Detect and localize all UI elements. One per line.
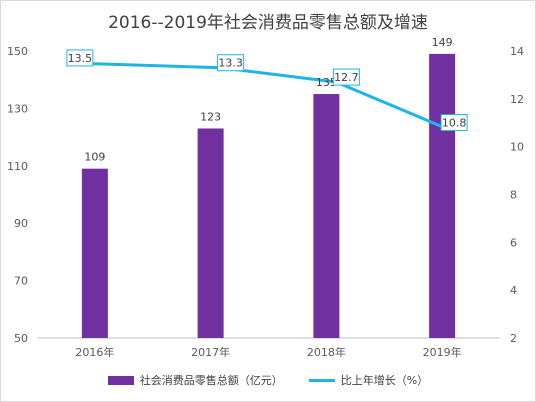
line-label-text: 10.8 xyxy=(442,117,467,130)
legend-line-swatch xyxy=(308,378,335,382)
y2-tick-label: 10 xyxy=(510,141,524,154)
line-value-label: 13.3 xyxy=(217,54,245,72)
line-label-text: 12.7 xyxy=(334,71,359,84)
chart-axes: 50 70 90 110 130 150 2 4 6 8 10 12 14 2016年 2017年 2018年… xyxy=(7,45,524,359)
bar-value-label: 149 xyxy=(432,36,453,49)
line-value-label: 13.5 xyxy=(66,49,94,67)
bar-value-label: 109 xyxy=(84,151,105,164)
x-tick-label: 2018年 xyxy=(307,345,346,359)
y-tick-label: 70 xyxy=(14,275,28,288)
line-label-box xyxy=(66,49,94,67)
x-tick-label: 2017年 xyxy=(191,345,230,359)
y2-tick-label: 6 xyxy=(510,236,517,249)
y2-tick-label: 14 xyxy=(510,45,524,58)
y2-tick-label: 4 xyxy=(510,284,517,297)
legend-label-growth: 比上年增长（%） xyxy=(340,374,429,387)
y-tick-label: 150 xyxy=(7,45,28,58)
legend-item-sales: 社会消费品零售总额（亿元） xyxy=(107,372,283,388)
y2-tick-label: 2 xyxy=(510,332,517,345)
bar-value-label: 123 xyxy=(200,110,221,123)
bar xyxy=(197,128,224,338)
legend-item-growth: 比上年增长（%） xyxy=(308,372,429,388)
legend-bar-swatch xyxy=(107,375,134,385)
legend: 社会消费品零售总额（亿元） 比上年增长（%） xyxy=(0,372,536,388)
bar xyxy=(313,94,340,338)
legend-label-sales: 社会消费品零售总额（亿元） xyxy=(139,374,283,387)
y-tick-label: 90 xyxy=(14,217,28,230)
x-tick-label: 2019年 xyxy=(423,345,462,359)
line-label-box xyxy=(332,68,360,86)
bar-value-label: 135 xyxy=(316,76,337,89)
y-tick-label: 130 xyxy=(7,102,28,115)
y-tick-label: 110 xyxy=(7,160,28,173)
growth-line xyxy=(68,61,446,130)
line-series xyxy=(68,61,446,130)
data-labels: 109 123 135 149 13.5 13.3 12.7 10.8 xyxy=(66,36,468,164)
bar-series xyxy=(81,53,456,339)
bar xyxy=(429,53,456,339)
bar xyxy=(81,168,108,338)
y2-tick-label: 8 xyxy=(510,189,517,202)
x-tick-label: 2016年 xyxy=(75,345,114,359)
line-value-label: 12.7 xyxy=(332,68,360,86)
y2-tick-label: 12 xyxy=(510,93,524,106)
y-tick-label: 50 xyxy=(14,332,28,345)
chart-title: 2016--2019年社会消费品零售总额及增速 xyxy=(108,13,428,33)
line-label-text: 13.5 xyxy=(68,52,93,65)
line-value-label: 10.8 xyxy=(440,114,468,132)
line-label-box xyxy=(217,54,245,72)
line-label-box xyxy=(440,114,468,132)
line-label-text: 13.3 xyxy=(218,57,243,70)
